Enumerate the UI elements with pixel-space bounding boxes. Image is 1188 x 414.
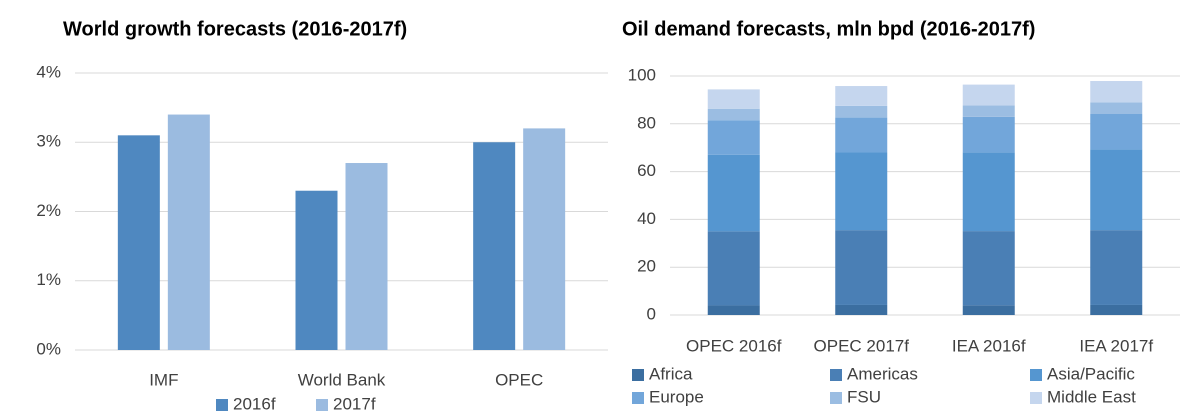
bar (295, 190, 338, 350)
bar (473, 142, 516, 350)
bar-segment (707, 89, 760, 109)
legend-swatch (1030, 392, 1042, 404)
bar-segment (835, 230, 888, 305)
x-tick-label: IEA 2016f (952, 336, 1026, 355)
legend-label: 2016f (233, 394, 276, 413)
bar-segment (1090, 230, 1143, 305)
y-tick-label: 3% (36, 132, 61, 151)
x-tick-label: OPEC (495, 370, 543, 389)
bar-segment (835, 117, 888, 153)
legend-label: Europe (649, 387, 704, 406)
bar-segment (962, 305, 1015, 315)
bar-segment (835, 105, 888, 118)
y-tick-label: 40 (637, 209, 656, 228)
x-tick-label: OPEC 2017f (814, 336, 910, 355)
legend-label: Americas (847, 364, 918, 383)
y-tick-label: 1% (36, 270, 61, 289)
y-tick-label: 0% (36, 339, 61, 358)
legend-swatch (216, 399, 228, 411)
y-tick-label: 80 (637, 113, 656, 132)
bar-segment (1090, 81, 1143, 103)
bar (117, 135, 160, 350)
chart-title: Oil demand forecasts, mln bpd (2016-2017… (622, 18, 1035, 40)
legend-label: Africa (649, 364, 693, 383)
legend-swatch (316, 399, 328, 411)
bar-segment (962, 116, 1015, 153)
y-tick-label: 20 (637, 257, 656, 276)
legend-label: 2017f (333, 394, 376, 413)
y-tick-label: 4% (36, 62, 61, 81)
legend-label: FSU (847, 387, 881, 406)
bar-segment (835, 152, 888, 231)
legend-swatch (1030, 369, 1042, 381)
bar-segment (707, 305, 760, 315)
bar (345, 163, 388, 350)
legend-label: Asia/Pacific (1047, 364, 1135, 383)
bar-segment (1090, 102, 1143, 115)
bar-segment (1090, 149, 1143, 231)
bar-segment (707, 231, 760, 306)
x-tick-label: World Bank (298, 370, 386, 389)
bar-segment (835, 304, 888, 315)
x-tick-label: OPEC 2016f (686, 336, 782, 355)
legend-swatch (830, 392, 842, 404)
legend-swatch (830, 369, 842, 381)
y-tick-label: 0 (647, 304, 656, 323)
legend-swatch (632, 392, 644, 404)
x-tick-label: IMF (149, 370, 178, 389)
bar-segment (707, 120, 760, 155)
legend-swatch (632, 369, 644, 381)
chart-title: World growth forecasts (2016-2017f) (63, 18, 407, 40)
legend-label: Middle East (1047, 387, 1136, 406)
bar-segment (962, 105, 1015, 117)
bar-segment (962, 152, 1015, 232)
bar-segment (707, 154, 760, 232)
bar-segment (707, 108, 760, 121)
y-tick-label: 2% (36, 201, 61, 220)
bar-segment (835, 86, 888, 106)
bar-segment (1090, 304, 1143, 315)
bar-segment (1090, 114, 1143, 150)
y-tick-label: 100 (628, 65, 656, 84)
x-tick-label: IEA 2017f (1079, 336, 1153, 355)
bar (523, 128, 566, 350)
y-tick-label: 60 (637, 161, 656, 180)
bar (167, 114, 210, 350)
bar-segment (962, 84, 1015, 106)
bar-segment (962, 231, 1015, 306)
